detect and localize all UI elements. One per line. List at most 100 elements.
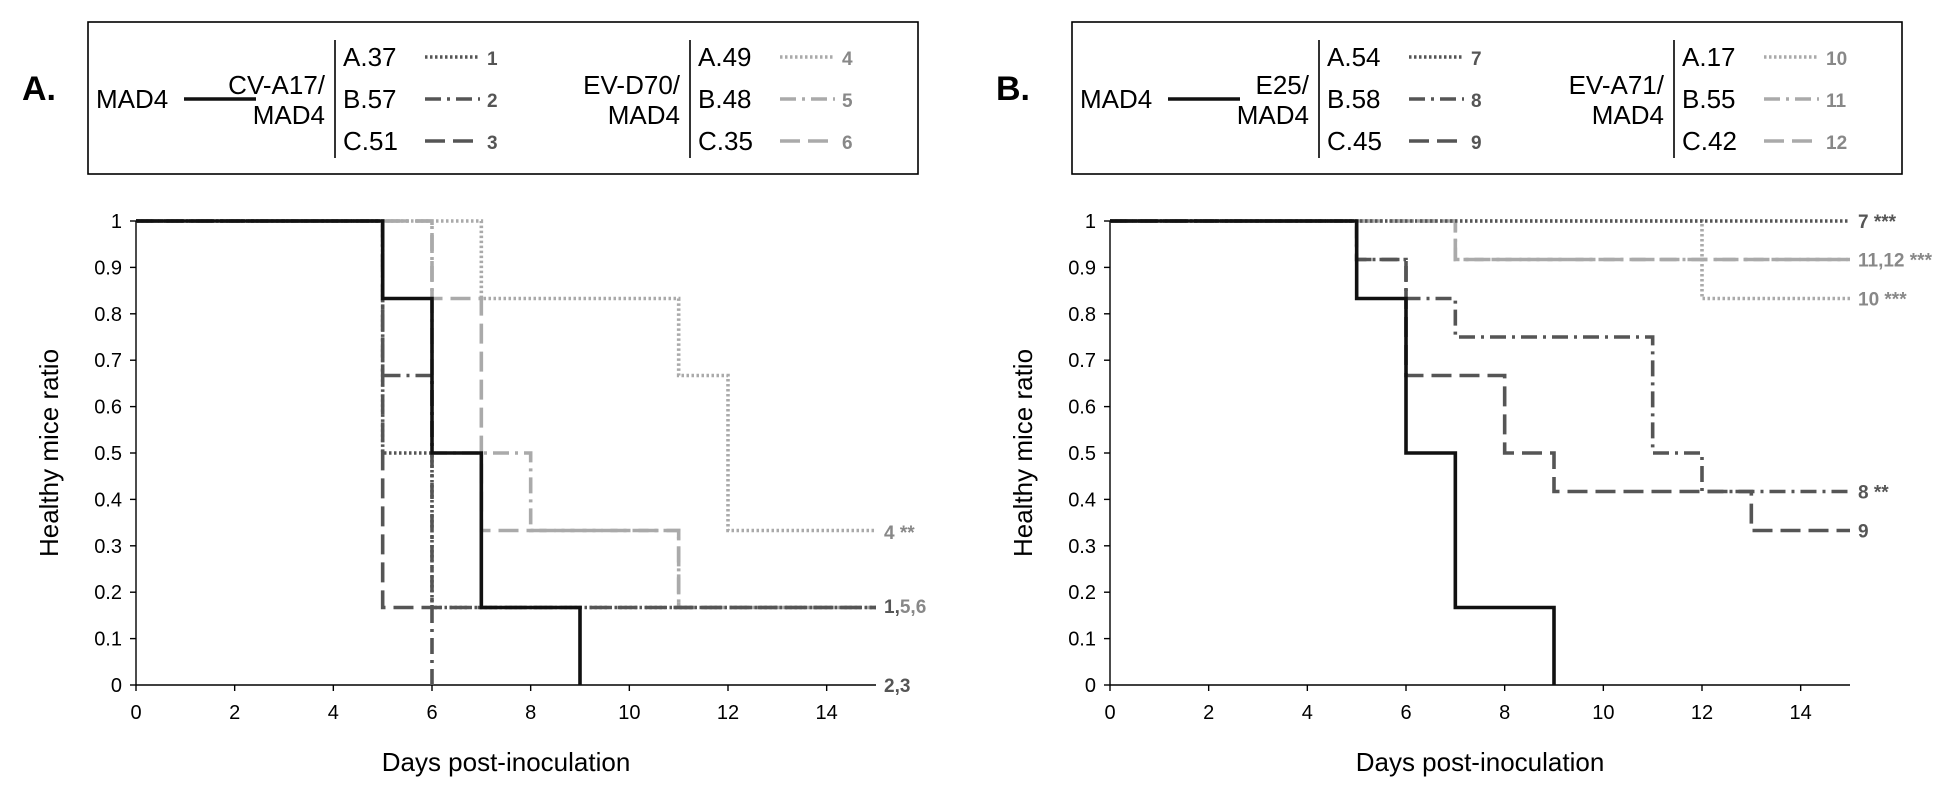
end-label-part: 10 *** (1858, 289, 1907, 310)
legend-item-number: 7 (1471, 49, 1482, 70)
panel-label: A. (22, 70, 56, 108)
series-line-8 (1110, 219, 1850, 494)
end-label-part: 2,3 (884, 676, 910, 697)
x-tick-label: 4 (1302, 702, 1313, 724)
series-line-MAD4 (1110, 219, 1556, 685)
end-label-part: 11,12 *** (1858, 251, 1933, 272)
series-line-4 (136, 219, 876, 533)
x-tick-label: 14 (1790, 702, 1812, 724)
legend-item-label: B.57 (343, 84, 397, 114)
legend-group-2: EV-D70/MAD4 A.49 4 B.48 5 C.35 6 (583, 40, 853, 158)
end-label: 10 *** (1858, 289, 1907, 310)
y-axis-label: Healthy mice ratio (34, 349, 64, 557)
end-label-part: 7 *** (1858, 212, 1897, 233)
x-tick-label: 8 (525, 702, 536, 724)
series-group (136, 219, 876, 685)
y-tick-label: 0.2 (94, 582, 122, 604)
legend-item-label: B.58 (1327, 84, 1381, 114)
y-tick-label: 0.4 (1068, 489, 1096, 511)
y-tick-label: 0 (1085, 675, 1096, 697)
legend-item-label: A.49 (698, 42, 752, 72)
x-tick-label: 0 (1104, 702, 1115, 724)
legend-item-number: 11 (1826, 91, 1847, 112)
legend-item-label: C.42 (1682, 126, 1737, 156)
legend-item-number: 9 (1471, 133, 1482, 154)
end-label-part: 1, (884, 597, 900, 618)
legend-item-number: 8 (1471, 91, 1482, 112)
legend-group-name: EV-A71/ (1569, 70, 1665, 100)
x-tick-label: 0 (130, 702, 141, 724)
legend-item-label: C.51 (343, 126, 398, 156)
legend-group-name: E25/ (1256, 70, 1310, 100)
axes: 00.10.20.30.40.50.60.70.80.910 2 4 6 8 10 12 14… (1008, 211, 1850, 777)
x-tick-label: 2 (229, 702, 240, 724)
legend-group-name: MAD4 (1237, 100, 1309, 130)
y-tick-label: 0.8 (94, 304, 122, 326)
legend-item-label: C.45 (1327, 126, 1382, 156)
x-tick-label: 10 (618, 702, 640, 724)
x-axis-label: Days post-inoculation (382, 747, 631, 777)
legend-group-name: CV-A17/ (228, 70, 326, 100)
legend-group-name: MAD4 (608, 100, 680, 130)
legend-item-number: 12 (1826, 133, 1847, 154)
legend-item-label: B.48 (698, 84, 752, 114)
legend-item-number: 6 (842, 133, 853, 154)
legend-group-1: E25/MAD4 A.54 7 B.58 8 C.45 9 (1237, 40, 1482, 158)
series-line-5 (136, 219, 876, 610)
y-axis-label: Healthy mice ratio (1008, 349, 1038, 557)
x-tick-label: 6 (1400, 702, 1411, 724)
end-label: 4 ** (884, 523, 915, 544)
legend-reference-label: MAD4 (96, 84, 168, 114)
end-labels: 4 ** 1,5,6 2,3 (884, 523, 926, 697)
end-label: 8 ** (1858, 483, 1889, 504)
y-tick-label: 0.9 (1068, 257, 1096, 279)
end-label: 9 (1858, 521, 1869, 542)
series-line-9 (1110, 219, 1850, 533)
y-tick-label: 0.6 (1068, 397, 1096, 419)
x-tick-label: 2 (1203, 702, 1214, 724)
series-line-3 (136, 219, 876, 610)
y-tick-label: 0.2 (1068, 582, 1096, 604)
legend-item-number: 1 (487, 49, 498, 70)
x-tick-label: 12 (1691, 702, 1713, 724)
legend-item-label: A.54 (1327, 42, 1381, 72)
y-tick-label: 1 (1085, 211, 1096, 233)
end-label: 2,3 (884, 676, 910, 697)
legend-item-number: 3 (487, 133, 498, 154)
legend-reference-label: MAD4 (1080, 84, 1152, 114)
end-label-part: 9 (1858, 521, 1869, 542)
end-label-part: 5,6 (900, 597, 926, 618)
legend-group-1: CV-A17/MAD4 A.37 1 B.57 2 C.51 3 (228, 40, 498, 158)
axes: 00.10.20.30.40.50.60.70.80.910 2 4 6 8 10 12 14… (34, 211, 876, 777)
y-tick-label: 0.7 (94, 350, 122, 372)
y-tick-label: 0.1 (1068, 629, 1096, 651)
y-tick-label: 0.3 (1068, 536, 1096, 558)
legend-item-label: B.55 (1682, 84, 1736, 114)
legend-group-name: MAD4 (1592, 100, 1664, 130)
legend-item-number: 2 (487, 91, 498, 112)
x-tick-label: 14 (816, 702, 838, 724)
y-tick-label: 0.3 (94, 536, 122, 558)
legend-item-number: 4 (842, 49, 853, 70)
series-group (1110, 219, 1850, 685)
end-label: 1,5,6 (884, 597, 926, 618)
x-tick-label: 12 (717, 702, 739, 724)
legend-group-name: MAD4 (253, 100, 325, 130)
panel-label: B. (996, 70, 1030, 108)
y-tick-label: 0.7 (1068, 350, 1096, 372)
series-line-11 (1110, 219, 1850, 262)
legend-item-label: C.35 (698, 126, 753, 156)
end-label-part: 8 ** (1858, 483, 1889, 504)
x-tick-label: 6 (426, 702, 437, 724)
series-line-1 (136, 219, 876, 610)
series-line-12 (1110, 219, 1850, 262)
y-tick-label: 0.9 (94, 257, 122, 279)
legend-item-number: 10 (1826, 49, 1847, 70)
y-tick-label: 0.4 (94, 489, 122, 511)
y-tick-label: 0.8 (1068, 304, 1096, 326)
y-tick-label: 0.1 (94, 629, 122, 651)
y-tick-label: 0.6 (94, 397, 122, 419)
